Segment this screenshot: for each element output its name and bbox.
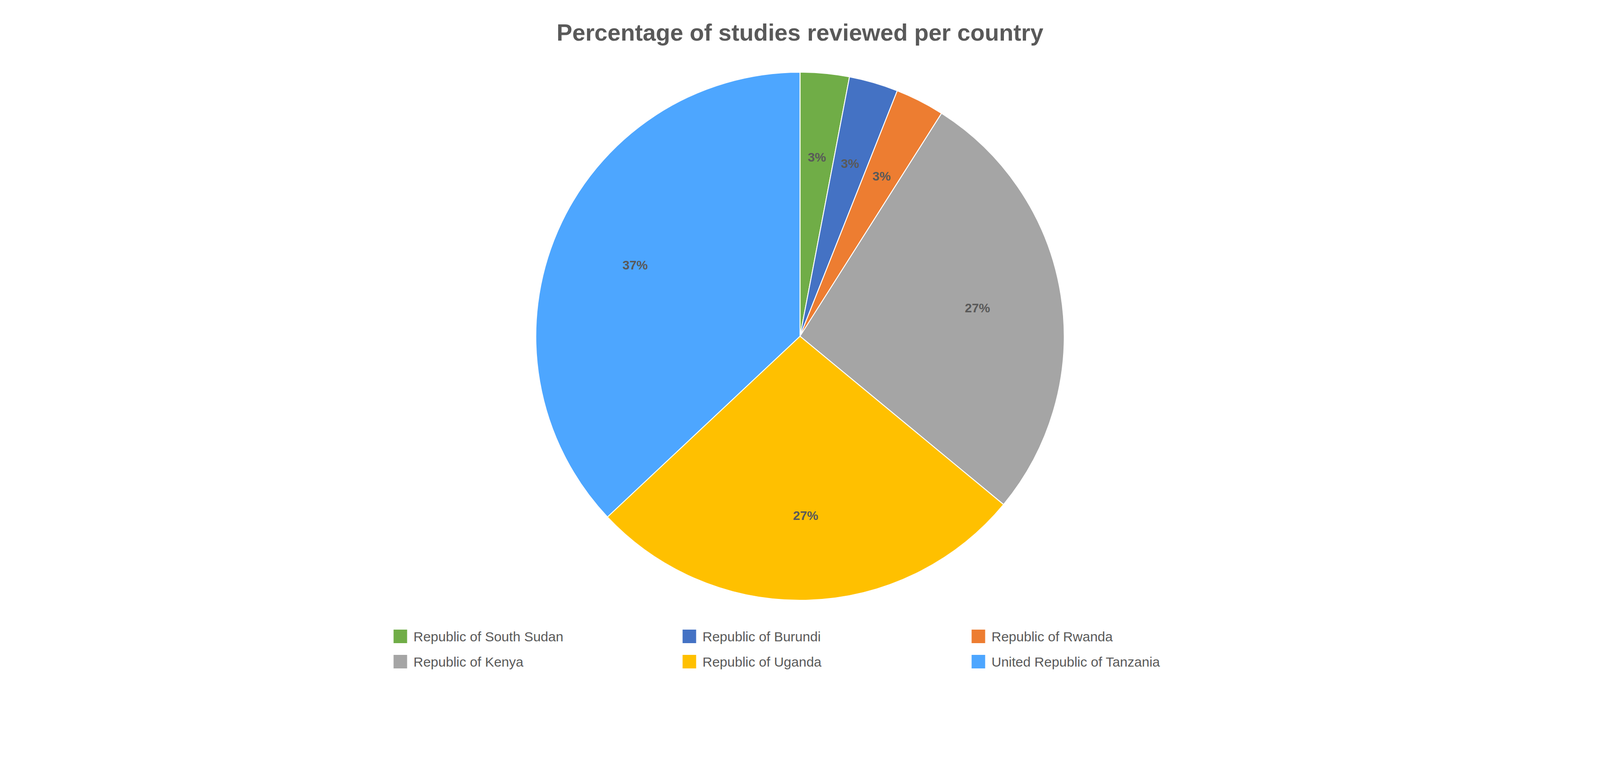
data-label: 27%	[964, 301, 990, 316]
legend-swatch	[393, 629, 408, 644]
legend: Republic of South Sudan Republic of Burun…	[393, 629, 1161, 670]
data-label: 3%	[807, 150, 827, 165]
background	[0, 0, 1600, 765]
data-labels: 3% 3% 3% 27% 27% 37%	[622, 150, 990, 523]
legend-swatch	[971, 629, 986, 644]
pie	[536, 72, 1065, 601]
chart-svg: Percentage of studies reviewed per count…	[0, 0, 1600, 765]
data-label: 3%	[872, 169, 891, 184]
legend-label: Republic of Burundi	[702, 629, 821, 645]
chart-container: Percentage of studies reviewed per count…	[0, 0, 1600, 765]
legend-label: Republic of Kenya	[413, 654, 524, 670]
legend-swatch	[682, 629, 697, 644]
legend-label: Republic of Uganda	[702, 654, 822, 670]
pie-slice	[536, 72, 801, 518]
chart-title: Percentage of studies reviewed per count…	[556, 19, 1044, 46]
data-label: 27%	[793, 508, 819, 523]
legend-swatch	[971, 655, 986, 669]
legend-swatch	[682, 655, 697, 669]
legend-swatch	[393, 655, 408, 669]
data-label: 3%	[840, 156, 860, 171]
legend-label: Republic of South Sudan	[413, 629, 564, 645]
data-label: 37%	[622, 258, 648, 273]
legend-label: United Republic of Tanzania	[991, 654, 1161, 670]
legend-label: Republic of Rwanda	[991, 629, 1114, 645]
